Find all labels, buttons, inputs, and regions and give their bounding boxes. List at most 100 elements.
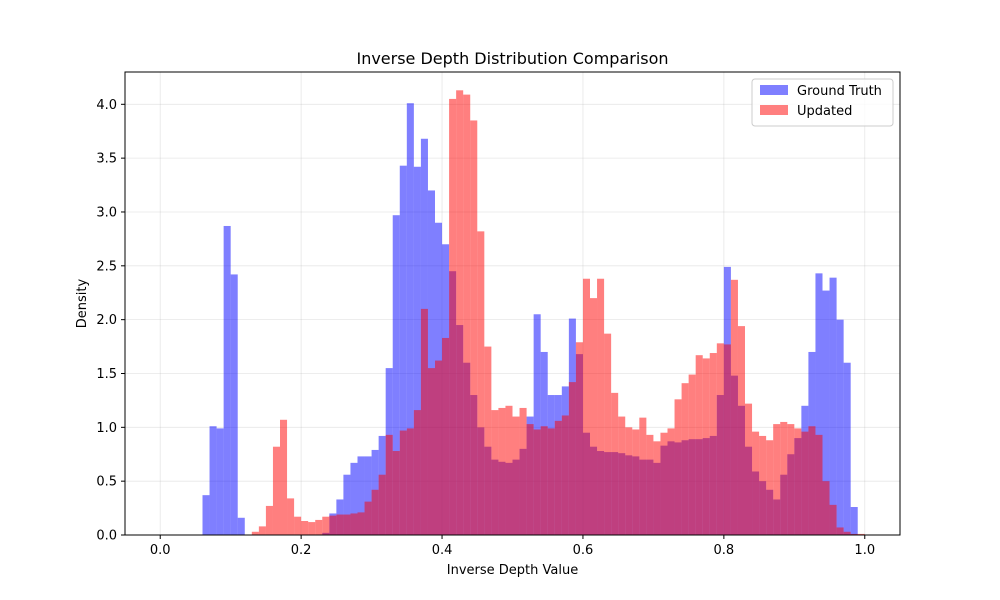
ground-truth-bar bbox=[815, 273, 823, 535]
ground-truth-bar bbox=[357, 456, 365, 535]
y-tick-label: 2.5 bbox=[96, 259, 117, 274]
updated-bar bbox=[357, 512, 365, 535]
y-tick-label: 0.5 bbox=[96, 475, 117, 490]
ground-truth-bar bbox=[822, 290, 830, 535]
ground-truth-bar bbox=[392, 215, 400, 535]
updated-bar bbox=[392, 451, 400, 535]
legend-label-ground-truth: Ground Truth bbox=[797, 84, 882, 99]
ground-truth-bar bbox=[350, 462, 358, 535]
updated-bar bbox=[709, 353, 717, 535]
plot-frame bbox=[124, 71, 901, 536]
updated-bar bbox=[604, 333, 612, 535]
updated-bar bbox=[435, 360, 443, 535]
updated-bar bbox=[787, 424, 795, 535]
y-tick-label: 1.0 bbox=[96, 421, 117, 436]
legend-swatch-ground-truth bbox=[760, 85, 788, 95]
updated-bar bbox=[561, 415, 569, 535]
legend: Ground Truth Updated bbox=[751, 78, 894, 127]
ground-truth-bar bbox=[843, 362, 851, 535]
ground-truth-bar bbox=[216, 428, 224, 535]
updated-bar bbox=[378, 474, 386, 535]
ground-truth-bar bbox=[533, 314, 541, 535]
updated-bar bbox=[505, 405, 513, 535]
axes bbox=[124, 71, 901, 536]
ground-truth-bar bbox=[850, 507, 858, 535]
updated-bar bbox=[597, 278, 605, 535]
updated-bar bbox=[301, 521, 309, 535]
updated-bar bbox=[272, 446, 280, 535]
updated-bar bbox=[258, 526, 266, 535]
updated-bar bbox=[533, 429, 541, 535]
updated-bar bbox=[702, 358, 710, 535]
updated-bar bbox=[315, 519, 323, 535]
updated-bar bbox=[385, 434, 393, 535]
updated-bar bbox=[745, 403, 753, 535]
updated-bar bbox=[653, 441, 661, 535]
x-tick-label: 0.6 bbox=[573, 543, 594, 558]
ground-truth-bar bbox=[399, 165, 407, 535]
updated-bar bbox=[463, 94, 471, 535]
chart-title: Inverse Depth Distribution Comparison bbox=[356, 49, 668, 68]
updated-bar bbox=[723, 344, 731, 535]
updated-bar bbox=[801, 431, 809, 535]
y-tick-label: 3.0 bbox=[96, 205, 117, 220]
updated-bar bbox=[498, 407, 506, 535]
legend-swatch-updated bbox=[760, 105, 788, 115]
ground-truth-bar bbox=[237, 517, 245, 535]
ground-truth-bar bbox=[829, 277, 837, 535]
ground-truth-bar bbox=[836, 319, 844, 535]
updated-bar bbox=[611, 392, 619, 535]
updated-bar bbox=[420, 308, 428, 535]
updated-bar bbox=[850, 533, 858, 535]
updated-bar bbox=[512, 416, 520, 535]
updated-bar bbox=[660, 432, 668, 535]
updated-bar bbox=[294, 516, 302, 535]
updated-bar bbox=[681, 383, 689, 535]
updated-bar bbox=[737, 326, 745, 535]
updated-bar bbox=[695, 355, 703, 535]
updated-bar bbox=[308, 522, 316, 535]
ground-truth-bar bbox=[413, 166, 421, 536]
updated-bar bbox=[456, 90, 464, 535]
updated-bar bbox=[399, 430, 407, 535]
updated-bar bbox=[287, 498, 295, 535]
updated-bar bbox=[251, 531, 259, 535]
updated-bar bbox=[336, 514, 344, 535]
x-tick-label: 0.4 bbox=[432, 543, 453, 558]
ground-truth-bar bbox=[343, 474, 351, 535]
updated-bar bbox=[857, 533, 865, 535]
updated-bar bbox=[843, 531, 851, 535]
series-updated bbox=[251, 90, 865, 535]
updated-bar bbox=[759, 435, 767, 535]
y-tick-label: 1.5 bbox=[96, 367, 117, 382]
updated-bar bbox=[639, 417, 647, 535]
updated-bar bbox=[632, 429, 640, 535]
x-tick-label: 0.8 bbox=[714, 543, 735, 558]
updated-bar bbox=[646, 434, 654, 535]
x-tick-label: 0.0 bbox=[150, 543, 171, 558]
y-tick-label: 0.0 bbox=[96, 529, 117, 544]
updated-bar bbox=[688, 374, 696, 535]
updated-bar bbox=[449, 98, 457, 535]
updated-bar bbox=[350, 513, 358, 535]
updated-bar bbox=[590, 298, 598, 535]
updated-bar bbox=[822, 481, 830, 535]
updated-bar bbox=[554, 420, 562, 535]
updated-bar bbox=[766, 440, 774, 535]
y-axis-title: Density bbox=[75, 278, 90, 328]
updated-bar bbox=[280, 419, 288, 535]
updated-bar bbox=[519, 407, 527, 535]
updated-bar bbox=[808, 426, 816, 535]
y-tick-label: 3.5 bbox=[96, 152, 117, 167]
updated-bar bbox=[674, 399, 682, 535]
updated-bar bbox=[406, 428, 414, 535]
updated-bar bbox=[568, 382, 576, 535]
updated-bar bbox=[815, 434, 823, 535]
updated-bar bbox=[836, 527, 844, 535]
x-tick-label: 1.0 bbox=[854, 543, 875, 558]
updated-bar bbox=[618, 416, 626, 535]
updated-bar bbox=[322, 516, 330, 535]
ground-truth-bar bbox=[364, 456, 372, 535]
x-tick-label: 0.2 bbox=[291, 543, 312, 558]
